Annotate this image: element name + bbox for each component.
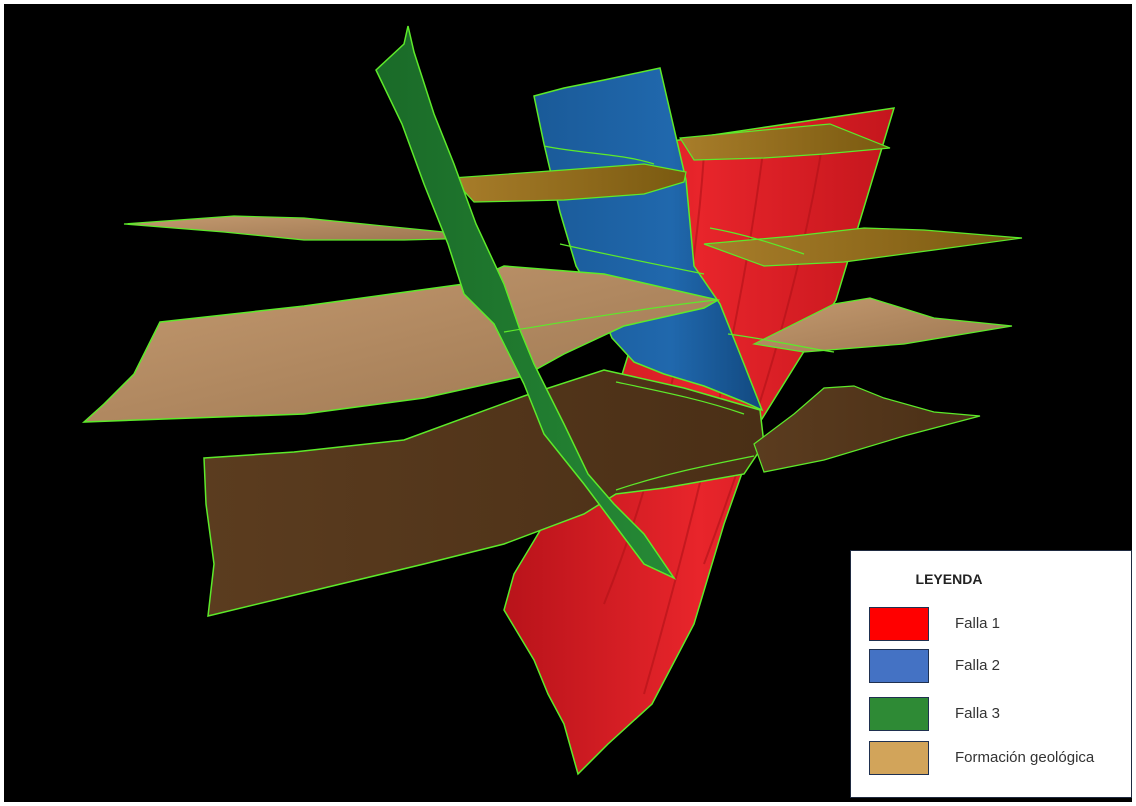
legend-title: LEYENDA (915, 571, 983, 587)
geologic-model-scene (81, 25, 1023, 776)
legend-label-formacion-geologica: Formación geológica (955, 749, 1095, 766)
formacion-principal-derecha (752, 297, 1013, 353)
legend: LEYENDA Falla 1 Falla 2 Falla 3 Formació… (850, 550, 1132, 798)
legend-label-falla-2: Falla 2 (955, 657, 1001, 674)
legend-label-falla-1: Falla 1 (955, 615, 1001, 632)
geologic-3d-viewport: LEYENDA Falla 1 Falla 2 Falla 3 Formació… (4, 4, 1132, 802)
formacion-media-izquierda (123, 215, 481, 241)
falla-2-surface (533, 67, 764, 412)
formacion-inferior (203, 369, 765, 617)
formacion-superior (450, 163, 687, 203)
falla-3-surface (375, 25, 677, 580)
legend-item-formacion-geologica: Formación geológica (869, 741, 1131, 775)
legend-item-falla-3: Falla 3 (869, 697, 1131, 731)
formacion-superior-derecha (678, 123, 891, 161)
formacion-media-derecha (703, 227, 1023, 267)
formacion-inferior-derecha (753, 385, 981, 473)
legend-swatch-falla-3 (869, 697, 929, 731)
legend-item-falla-1: Falla 1 (869, 607, 1131, 641)
legend-label-falla-3: Falla 3 (955, 705, 1001, 722)
legend-item-falla-2: Falla 2 (869, 649, 1131, 683)
legend-swatch-falla-1 (869, 607, 929, 641)
legend-swatch-formacion-geologica (869, 741, 929, 775)
legend-swatch-falla-2 (869, 649, 929, 683)
